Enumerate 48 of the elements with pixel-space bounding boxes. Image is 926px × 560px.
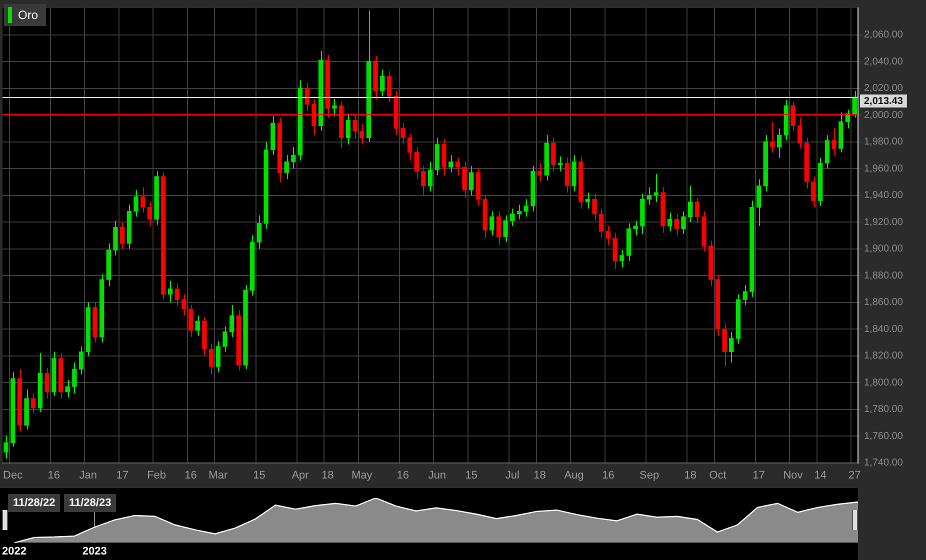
- x-tick-label: Apr: [292, 469, 310, 482]
- legend-label: Oro: [18, 8, 38, 22]
- y-tick-label: 1,920.00: [864, 216, 904, 228]
- x-tick-label: 16: [48, 469, 60, 482]
- y-tick-label: 2,020.00: [864, 83, 904, 94]
- y-tick-label: 1,760.00: [864, 430, 904, 442]
- x-tick-label: Jan: [79, 469, 97, 482]
- y-tick-label: 1,840.00: [864, 324, 904, 335]
- x-tick-label: 27: [848, 469, 861, 482]
- x-tick-label: 14: [814, 469, 826, 482]
- ref-line-label: 2,013.43: [864, 96, 904, 107]
- y-tick-label: 1,940.00: [864, 190, 904, 202]
- y-tick-label: 2,040.00: [864, 56, 904, 68]
- y-tick-label: 2,060.00: [864, 30, 904, 41]
- x-tick-label: May: [351, 469, 373, 482]
- x-tick-label: 18: [534, 469, 546, 482]
- y-tick-label: 2,000.00: [864, 110, 904, 121]
- x-tick-label: 18: [684, 469, 696, 482]
- x-tick-label: 15: [465, 469, 478, 482]
- x-tick-label: Oct: [709, 469, 726, 482]
- y-tick-label: 1,780.00: [864, 404, 904, 416]
- x-tick-label: 2023: [82, 545, 107, 558]
- x-tick-label: 16: [184, 469, 197, 482]
- y-tick-label: 1,880.00: [864, 270, 904, 282]
- x-tick-label: Mar: [208, 469, 228, 482]
- y-tick-label: 1,860.00: [864, 297, 904, 308]
- x-tick-label: Feb: [147, 469, 166, 482]
- y-tick-label: 1,800.00: [864, 377, 904, 388]
- x-tick-label: 16: [396, 469, 410, 482]
- x-tick-label: Aug: [564, 469, 584, 482]
- x-tick-label: 18: [322, 469, 334, 482]
- annotation: 11/28/22: [8, 494, 60, 512]
- x-tick-label: 17: [752, 469, 765, 482]
- x-tick-label: Jul: [505, 469, 520, 482]
- y-tick-label: 1,980.00: [864, 136, 904, 148]
- x-tick-label: 17: [116, 469, 128, 482]
- x-tick-label: Dec: [3, 469, 24, 482]
- x-tick-label: Sep: [639, 469, 660, 482]
- x-tick-label: Nov: [783, 469, 804, 482]
- y-tick-label: 1,960.00: [864, 163, 904, 174]
- x-tick-label: 15: [253, 469, 266, 482]
- x-tick-label: 16: [602, 469, 614, 482]
- y-tick-label: 1,820.00: [864, 350, 904, 362]
- y-tick-label: 1,900.00: [864, 244, 904, 255]
- y-tick-label: 1,740.00: [864, 458, 904, 469]
- x-tick-label: 2022: [2, 545, 26, 558]
- x-tick-label: Jun: [428, 469, 446, 482]
- annotation: 11/28/23: [64, 494, 116, 512]
